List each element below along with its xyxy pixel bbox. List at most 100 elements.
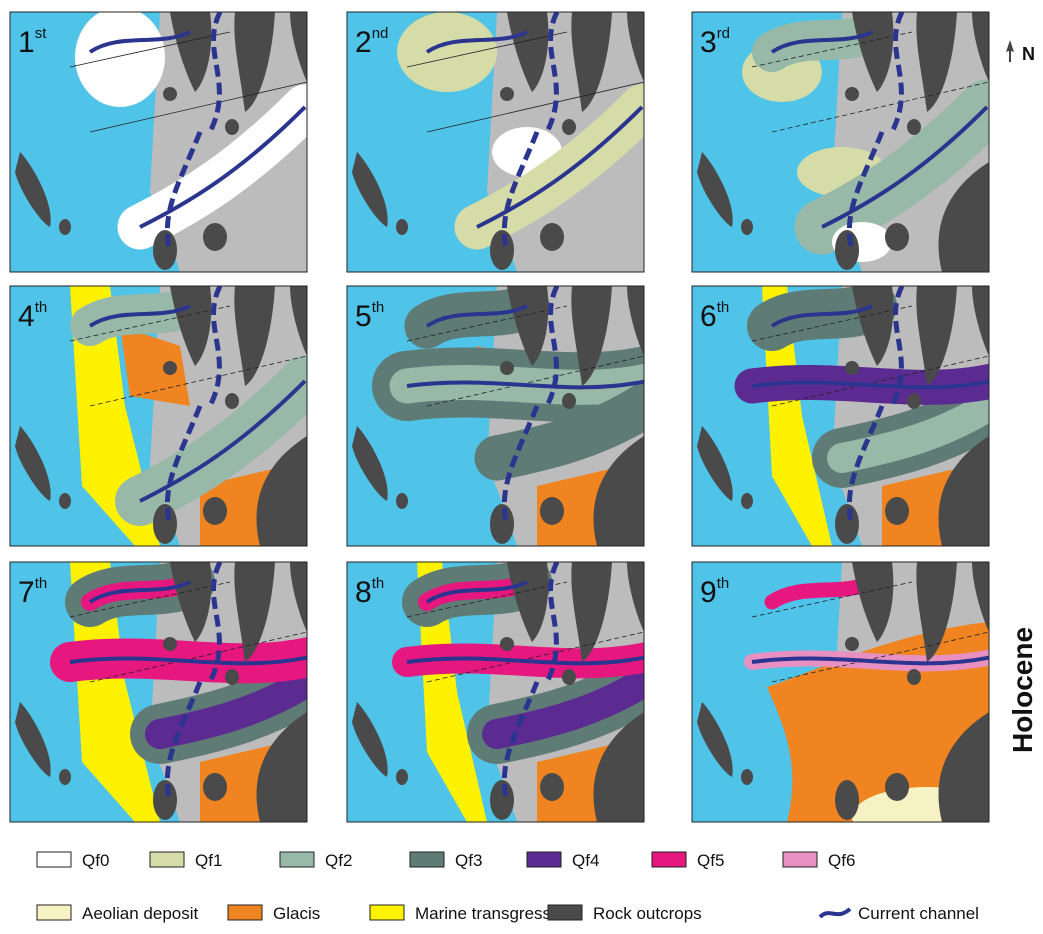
map-body xyxy=(10,286,307,546)
map-body xyxy=(347,286,647,546)
rock xyxy=(396,769,408,785)
legend-swatch xyxy=(370,905,404,920)
rock xyxy=(562,669,576,685)
rock xyxy=(741,493,753,509)
panel-suffix: th xyxy=(372,299,385,316)
legend-swatch xyxy=(652,852,686,867)
legend-swatch xyxy=(280,852,314,867)
legend-swatch xyxy=(150,852,184,867)
rock xyxy=(163,361,177,375)
panel-number: 7 xyxy=(18,576,35,609)
legend-swatch xyxy=(548,905,582,920)
legend-label: Qf5 xyxy=(697,851,724,870)
map-body xyxy=(347,562,647,822)
panel-number: 4 xyxy=(18,300,35,333)
panel-number: 3 xyxy=(700,26,717,59)
panel-number: 8 xyxy=(355,576,372,609)
panel-number: 5 xyxy=(355,300,372,333)
rock xyxy=(396,219,408,235)
rock xyxy=(907,119,921,135)
legend-label: Qf6 xyxy=(828,851,855,870)
legend-swatch xyxy=(820,909,850,917)
map-body xyxy=(692,562,1002,847)
period-label: Holocene xyxy=(1007,627,1038,753)
legend-label: Rock outcrops xyxy=(593,904,702,923)
legend-label: Qf1 xyxy=(195,851,222,870)
legend-swatch xyxy=(228,905,262,920)
legend-label: Qf0 xyxy=(82,851,109,870)
panel-suffix: nd xyxy=(372,25,389,42)
rock xyxy=(885,497,909,525)
panel-suffix: th xyxy=(372,575,385,592)
map-panel: 6th xyxy=(692,286,992,546)
rock xyxy=(562,393,576,409)
rock xyxy=(562,119,576,135)
rock xyxy=(225,119,239,135)
rock xyxy=(225,393,239,409)
panel-number: 6 xyxy=(700,300,717,333)
north-arrow: N xyxy=(1006,40,1035,64)
map-panel: 5th xyxy=(347,286,647,546)
rock xyxy=(59,493,71,509)
legend-swatch xyxy=(410,852,444,867)
panel-suffix: th xyxy=(35,575,48,592)
legend-swatch xyxy=(37,905,71,920)
legend-swatch xyxy=(37,852,71,867)
panel-number: 9 xyxy=(700,576,717,609)
map-body xyxy=(692,286,992,546)
map-body xyxy=(692,12,989,272)
map-body xyxy=(10,7,307,272)
rock xyxy=(225,669,239,685)
rock xyxy=(163,637,177,651)
panel-suffix: th xyxy=(717,299,730,316)
rock xyxy=(540,223,564,251)
map-panel: 3rd xyxy=(692,12,989,272)
rock xyxy=(845,87,859,101)
rock xyxy=(500,87,514,101)
panel-suffix: th xyxy=(35,299,48,316)
legend-label: Qf3 xyxy=(455,851,482,870)
map-panel: 2nd xyxy=(347,12,644,272)
rock xyxy=(885,773,909,801)
rock xyxy=(203,497,227,525)
north-label: N xyxy=(1022,44,1035,64)
map-panel: 9th xyxy=(692,562,1002,847)
legend-label: Current channel xyxy=(858,904,979,923)
panel-number: 2 xyxy=(355,26,372,59)
map-panel: 7th xyxy=(10,562,310,822)
rock xyxy=(500,637,514,651)
panel-suffix: th xyxy=(717,575,730,592)
legend-label: Qf2 xyxy=(325,851,352,870)
map-panel: 1st xyxy=(10,7,307,272)
legend-swatch xyxy=(527,852,561,867)
panel-suffix: rd xyxy=(717,25,730,42)
rock xyxy=(835,780,859,820)
rock xyxy=(396,493,408,509)
legend-swatch xyxy=(783,852,817,867)
panel-number: 1 xyxy=(18,26,35,59)
rock xyxy=(203,223,227,251)
panel-suffix: st xyxy=(35,25,48,42)
legend-label: Glacis xyxy=(273,904,320,923)
map-panel: 8th xyxy=(347,562,647,822)
rock xyxy=(845,637,859,651)
rock xyxy=(845,361,859,375)
rock xyxy=(741,769,753,785)
rock xyxy=(59,769,71,785)
map-panel: 4th xyxy=(10,286,307,546)
rock xyxy=(741,219,753,235)
rock xyxy=(907,669,921,685)
figure: N Holocene 1st2nd3rd4th5th6th7th8th9thQf… xyxy=(0,0,1043,934)
rock xyxy=(540,497,564,525)
rock xyxy=(163,87,177,101)
legend-label: Qf4 xyxy=(572,851,599,870)
rock xyxy=(540,773,564,801)
rock xyxy=(203,773,227,801)
map-body xyxy=(10,562,310,822)
map-body xyxy=(347,12,644,272)
rock xyxy=(500,361,514,375)
legend-label: Aeolian deposit xyxy=(82,904,199,923)
deposit xyxy=(397,12,497,92)
deposit xyxy=(75,7,165,107)
rock xyxy=(59,219,71,235)
